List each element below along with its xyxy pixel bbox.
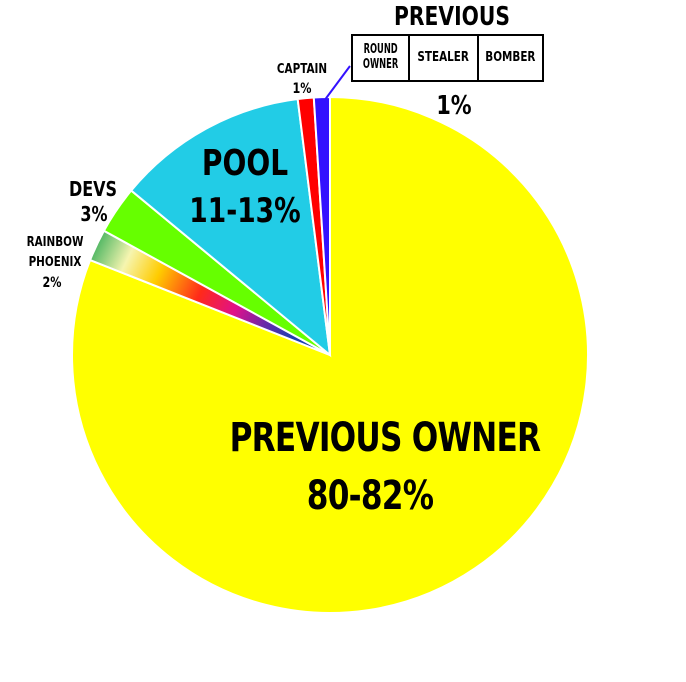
previous-leader-line: [323, 65, 351, 102]
round-owner-line1: ROUND: [363, 42, 398, 58]
slice-label-devs: DEVS: [68, 177, 118, 201]
slice-value-captain: 1%: [292, 81, 312, 97]
pie-slice-previous: [312, 95, 331, 356]
pie-slice-pool: [129, 97, 332, 358]
slice-label-rainbow-line2: PHOENIX: [28, 255, 82, 270]
slice-value-devs: 3%: [80, 202, 108, 226]
slice-label-pool: POOL: [201, 143, 289, 184]
round-owner-line2: OWNER: [362, 57, 399, 72]
slice-value-pool: 11-13%: [189, 191, 301, 231]
previous-stealer-cell: STEALER: [410, 36, 480, 80]
slice-label-previous-owner: PREVIOUS OWNER: [229, 415, 541, 461]
previous-round-owner-cell: ROUND OWNER: [353, 36, 410, 80]
slice-label-captain: CAPTAIN: [276, 62, 328, 77]
slice-label-previous: PREVIOUS: [394, 2, 510, 32]
slice-value-previous: 1%: [436, 91, 472, 121]
slice-value-rainbow: 2%: [42, 275, 62, 291]
previous-bomber-cell: BOMBER: [479, 36, 542, 80]
slice-label-rainbow-line1: RAINBOW: [26, 235, 84, 250]
stealer-label: STEALER: [417, 49, 470, 65]
slice-value-previous-owner: 80-82%: [306, 473, 434, 519]
previous-breakdown-box: ROUND OWNER STEALER BOMBER: [351, 34, 544, 82]
bomber-label: BOMBER: [485, 49, 536, 65]
